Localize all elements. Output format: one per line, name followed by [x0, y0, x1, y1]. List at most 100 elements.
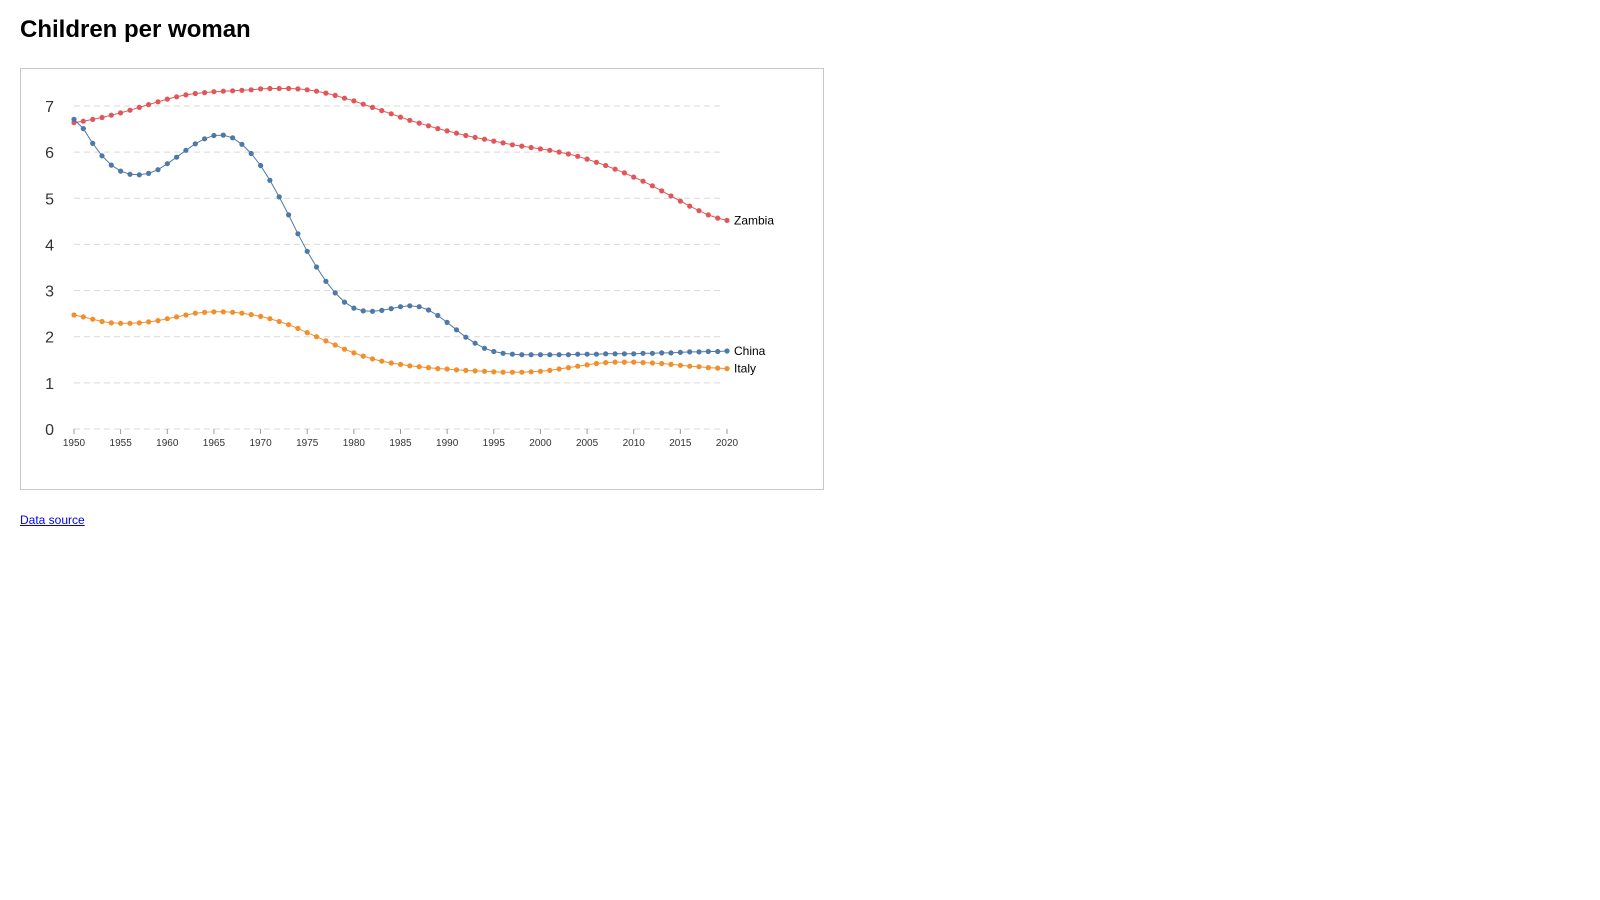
page-title: Children per woman [20, 16, 251, 43]
data-point-italy [705, 365, 711, 371]
data-point-china [668, 350, 674, 356]
data-point-zambia [453, 130, 460, 136]
data-point-zambia [584, 156, 590, 162]
data-point-china [677, 349, 684, 355]
data-point-italy [369, 356, 376, 362]
data-point-zambia [407, 117, 413, 123]
data-point-china [715, 348, 721, 355]
data-point-zambia [565, 151, 572, 157]
data-point-china [397, 304, 404, 310]
data-point-china [603, 351, 609, 357]
data-point-china [80, 126, 86, 132]
x-tick-label: 2020 [716, 438, 739, 449]
data-point-zambia [118, 110, 124, 116]
data-point-zambia [715, 215, 721, 221]
chart-frame: 0 1 2 3 4 5 6 7 1950 1955 1960 1965 1970 1975 1980 1985… [20, 68, 824, 490]
data-point-zambia [705, 212, 711, 218]
data-point-china [248, 150, 254, 157]
data-point-china [164, 161, 170, 167]
data-point-china [463, 334, 469, 340]
data-point-italy [500, 369, 506, 375]
y-tick-label: 5 [45, 191, 54, 208]
data-point-zambia [519, 143, 525, 149]
data-point-china [192, 141, 198, 147]
data-point-china [351, 305, 357, 311]
data-point-italy [146, 319, 152, 325]
data-point-italy [108, 320, 114, 326]
data-point-italy [407, 363, 413, 369]
data-point-italy [360, 353, 366, 359]
x-tick-label: 1970 [249, 438, 272, 449]
data-point-china [696, 349, 702, 355]
data-point-zambia [547, 147, 553, 153]
data-point-italy [164, 316, 170, 322]
data-point-china [332, 290, 338, 296]
data-point-italy [295, 325, 301, 331]
data-point-china [649, 350, 656, 356]
data-point-italy [267, 316, 273, 322]
data-point-china [118, 168, 124, 174]
series-layer [71, 85, 730, 375]
x-tick-label: 1980 [343, 438, 366, 449]
data-point-china [369, 308, 376, 314]
data-point-china [146, 170, 152, 176]
data-point-italy [248, 312, 254, 318]
data-point-china [108, 162, 114, 168]
data-point-italy [621, 359, 628, 365]
data-point-zambia [341, 95, 348, 101]
data-point-china [631, 351, 637, 357]
data-point-china [453, 327, 460, 333]
data-point-italy [612, 359, 618, 365]
data-point-china [500, 350, 506, 356]
data-point-zambia [313, 88, 320, 94]
data-point-zambia [220, 88, 226, 94]
data-point-zambia [304, 87, 310, 93]
data-point-china [276, 194, 282, 200]
data-point-china [556, 352, 562, 358]
data-point-italy [220, 309, 226, 315]
data-point-china [239, 141, 245, 147]
data-point-italy [90, 316, 96, 322]
data-source-link[interactable]: Data source [20, 513, 85, 527]
data-point-italy [183, 312, 189, 318]
data-point-zambia [537, 146, 544, 152]
data-point-zambia [155, 99, 161, 105]
data-point-zambia [444, 128, 450, 134]
data-point-italy [332, 342, 338, 348]
data-point-zambia [491, 138, 497, 144]
data-point-zambia [146, 102, 152, 108]
data-point-italy [444, 366, 450, 372]
data-point-italy [631, 359, 637, 365]
data-point-china [612, 351, 618, 357]
data-point-zambia [388, 111, 394, 117]
data-point-china [388, 306, 394, 312]
data-point-zambia [239, 87, 245, 93]
data-point-italy [463, 367, 469, 373]
series-zambia [71, 85, 730, 223]
data-point-italy [435, 366, 441, 372]
data-point-zambia [267, 85, 273, 92]
x-tick-label: 2005 [576, 438, 599, 449]
data-point-italy [696, 364, 702, 370]
children-per-woman-chart: 0 1 2 3 4 5 6 7 1950 1955 1960 1965 1970 1975 1980 1985… [45, 85, 774, 449]
series-china [71, 116, 730, 358]
data-point-italy [491, 369, 497, 375]
data-point-italy [351, 350, 357, 356]
y-tick-label: 6 [45, 145, 54, 162]
y-tick-label: 0 [45, 422, 54, 439]
data-point-italy [659, 360, 665, 367]
grid-layer [74, 105, 723, 384]
data-point-italy [556, 366, 562, 372]
data-point-italy [239, 310, 245, 316]
data-point-italy [649, 360, 656, 366]
data-point-china [295, 231, 301, 237]
data-point-zambia [136, 104, 142, 110]
data-point-china [528, 352, 534, 358]
data-point-china [640, 350, 646, 356]
data-point-zambia [183, 92, 189, 98]
data-point-zambia [472, 134, 478, 140]
data-point-china [659, 350, 665, 356]
series-label-layer: Zambia China Italy [734, 213, 774, 375]
data-point-zambia [481, 136, 488, 142]
data-point-italy [593, 360, 600, 367]
